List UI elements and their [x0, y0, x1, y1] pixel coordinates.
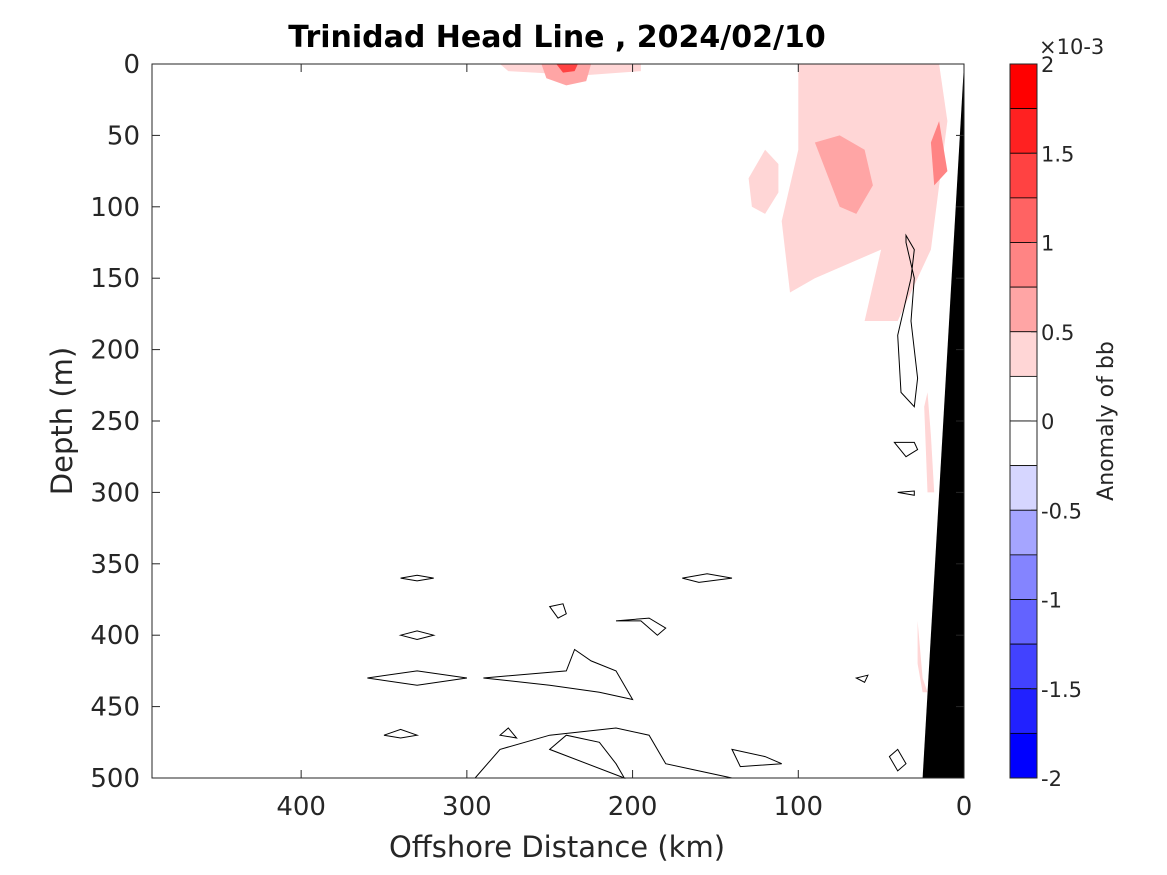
zero-contour-line [888, 748, 907, 772]
colorbar-segment [1009, 599, 1038, 645]
colorbar-segment [1009, 242, 1038, 288]
zero-contour-line [615, 617, 667, 636]
y-tick-label: 50 [107, 121, 140, 151]
x-tick-label: 100 [773, 792, 823, 822]
colorbar-segment [1009, 375, 1038, 422]
filled-contours [500, 64, 948, 693]
zero-contour-line [400, 574, 434, 582]
colorbar-tick-label: 1 [1041, 232, 1054, 256]
colorbar-segment [1009, 286, 1038, 333]
y-axis-label: Depth (m) [45, 347, 79, 495]
colorbar-segment [1009, 331, 1038, 377]
zero-contour-line [383, 728, 420, 739]
colorbar: 2 1.5 1 0.5 0 -0.5 -1 -1.5 -2 [1009, 53, 1082, 791]
zero-contour-line [398, 630, 436, 641]
plot-area [151, 63, 965, 779]
bathymetry-shape [922, 64, 964, 778]
colorbar-segment [1009, 420, 1038, 467]
colorbar-segment [1009, 643, 1038, 690]
colorbar-segment [1009, 63, 1038, 110]
x-axis-label: Offshore Distance (km) [389, 830, 725, 864]
y-tick-label: 450 [90, 693, 140, 723]
y-tick-label: 250 [90, 407, 140, 437]
colorbar-segment [1009, 108, 1038, 154]
colorbar-tick-label: -1.5 [1041, 678, 1082, 702]
zero-contour-line [548, 603, 567, 619]
anomaly-region [924, 392, 935, 493]
anomaly-region [748, 149, 779, 214]
colorbar-tick-label: 2 [1041, 53, 1054, 77]
colorbar-exponent: ×10-3 [1039, 35, 1104, 59]
zero-contours [367, 233, 919, 779]
zero-contour-line [682, 573, 733, 583]
zero-contour-line [367, 670, 467, 686]
colorbar-segment [1009, 465, 1038, 511]
y-tick-label: 100 [90, 193, 140, 223]
y-tick-label: 500 [90, 764, 140, 794]
colorbar-tick-label: 1.5 [1041, 142, 1074, 166]
x-tick-label: 400 [276, 792, 326, 822]
anomaly-region [541, 64, 592, 86]
zero-contour-line [897, 490, 915, 496]
zero-contour-line [498, 727, 518, 739]
colorbar-tick-label: -2 [1041, 767, 1062, 791]
colorbar-tick-label: 0.5 [1041, 321, 1074, 345]
colorbar-segment [1009, 732, 1038, 779]
colorbar-segment [1009, 688, 1038, 734]
zero-contour-line [474, 727, 733, 779]
x-tick-label: 200 [608, 792, 658, 822]
y-tick-label: 300 [90, 478, 140, 508]
zero-contour-line [548, 734, 626, 779]
zero-contour-line [854, 674, 869, 683]
anomaly-region [930, 121, 948, 186]
y-tick-label: 150 [90, 264, 140, 294]
anomaly-region [814, 135, 873, 214]
colorbar-tick-label: -0.5 [1041, 499, 1082, 523]
colorbar-tick-label: 0 [1041, 410, 1054, 434]
colorbar-segment [1009, 554, 1038, 600]
colorbar-label: Anomaly of bb [1094, 341, 1119, 501]
chart-title: Trinidad Head Line , 2024/02/10 [288, 20, 825, 55]
anomaly-region [556, 64, 578, 73]
colorbar-tick-label: -1 [1041, 589, 1062, 613]
x-axis-ticks: 400 300 200 100 0 [276, 64, 972, 822]
y-tick-label: 0 [123, 50, 140, 80]
y-axis-ticks: 0 50 100 150 200 250 300 350 400 450 500 [90, 50, 964, 794]
y-tick-label: 350 [90, 550, 140, 580]
zero-contour-line [483, 648, 634, 701]
y-tick-label: 400 [90, 621, 140, 651]
colorbar-segment [1009, 197, 1038, 243]
anomaly-region [917, 620, 928, 693]
x-tick-label: 300 [442, 792, 492, 822]
x-tick-label: 0 [956, 792, 973, 822]
zero-contour-line [897, 233, 919, 408]
zero-contour-line [893, 441, 919, 458]
y-tick-label: 200 [90, 336, 140, 366]
colorbar-segment [1009, 509, 1038, 556]
colorbar-segment [1009, 152, 1038, 199]
zero-contour-line [731, 748, 782, 768]
